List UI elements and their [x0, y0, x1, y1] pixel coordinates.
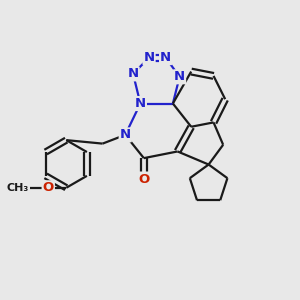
- Text: O: O: [138, 172, 149, 186]
- Text: N: N: [160, 51, 171, 64]
- Text: N: N: [128, 68, 139, 80]
- Text: O: O: [43, 181, 54, 194]
- Text: CH₃: CH₃: [7, 183, 29, 193]
- Text: N: N: [174, 70, 185, 83]
- Text: N: N: [135, 97, 146, 110]
- Text: N: N: [143, 51, 155, 64]
- Text: N: N: [120, 128, 131, 141]
